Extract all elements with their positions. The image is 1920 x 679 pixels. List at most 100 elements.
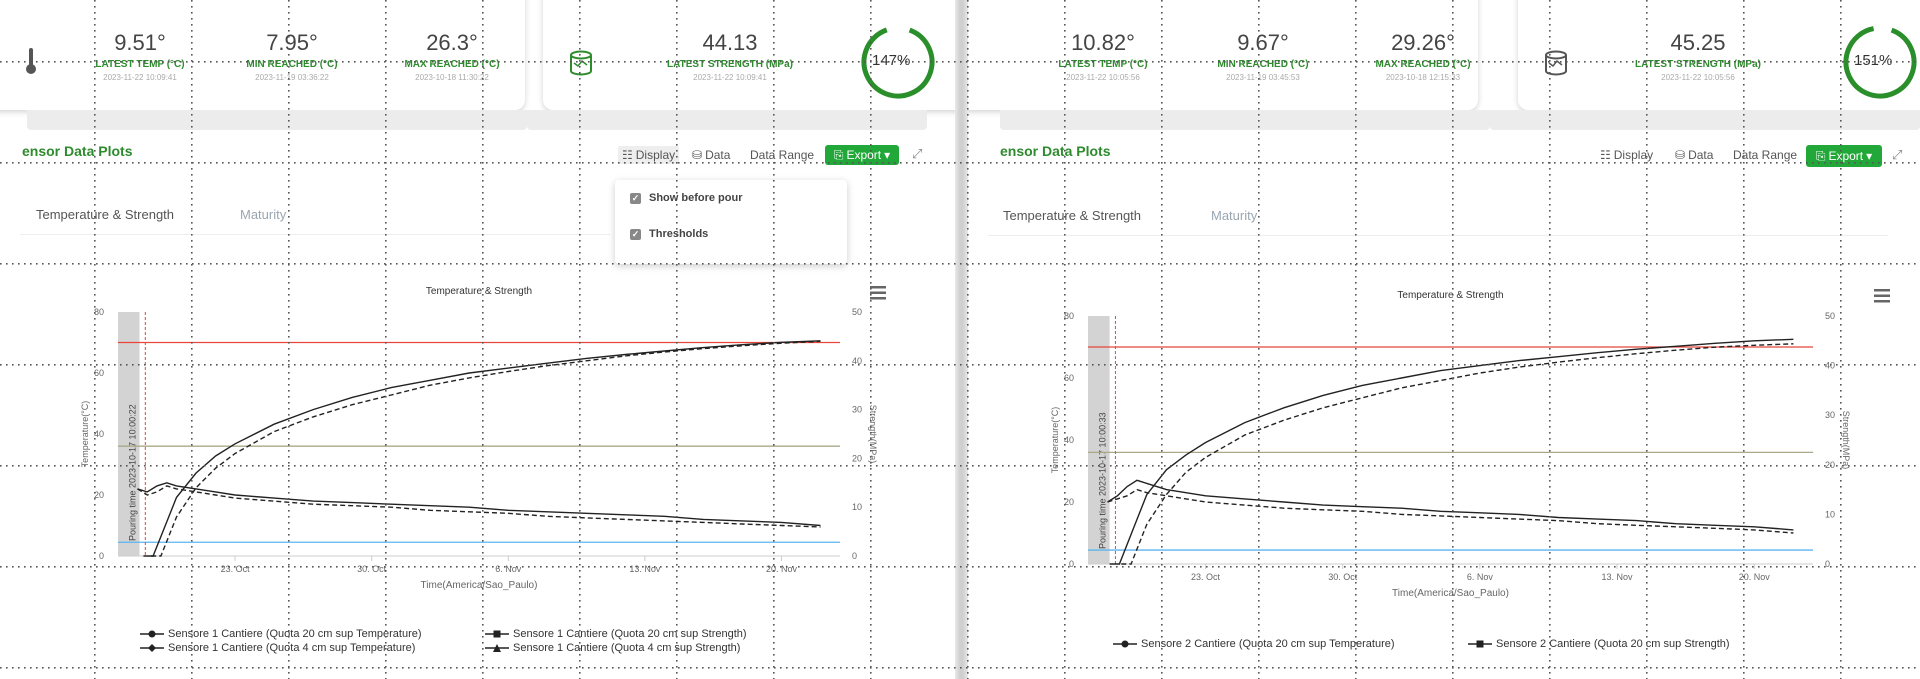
stat-value: 9.51° [114,30,166,55]
dashboard-panel-right: 10.82° LATEST TEMP (°C) 2023-11-22 10:05… [968,0,1920,679]
x-tick-label: 23. Oct [1191,572,1221,582]
series-line [1109,338,1794,565]
legend-item[interactable]: Sensore 1 Cantiere (Quota 4 cm sup Tempe… [140,642,415,654]
latest-temp-stat: 9.51° LATEST TEMP (°C) 2023-11-22 10:09:… [70,30,210,82]
stat-value: 9.67° [1237,30,1289,55]
series-line [1107,479,1794,531]
stat-value: 10.82° [1071,30,1135,55]
x-tick-label: 13. Nov [629,564,661,574]
y2-axis-label: Strength(MPa) [868,405,878,464]
data-button[interactable]: ⛁ Data [692,148,731,162]
series-line [137,482,821,527]
legend-item[interactable]: Sensore 2 Cantiere (Quota 20 cm sup Temp… [1113,638,1395,650]
tab-temperature-strength[interactable]: Temperature & Strength [1003,208,1142,223]
stat-value: 29.26° [1391,30,1455,55]
y-tick-label: 80 [94,307,104,317]
data-range-button[interactable]: Data Range [1733,148,1798,162]
min-reached-stat: 7.95° MIN REACHED (°C) 2023-11-19 03:36:… [222,30,362,82]
card-footer-bar [1490,110,1920,130]
data-button[interactable]: ⛁ Data [1675,148,1714,162]
stat-timestamp: 2023-11-22 10:09:41 [693,73,767,82]
export-icon: ⎘ [1815,148,1826,163]
series-line [151,340,821,557]
x-tick-label: 20. Nov [1739,572,1771,582]
stat-label: LATEST STRENGTH (MPa) [667,59,793,70]
x-axis-label: Time(America/Sao_Paulo) [1392,588,1509,599]
y2-axis-label: Strength(MPa) [1841,411,1851,470]
stat-value: 26.3° [426,30,478,55]
x-tick-label: 20. Nov [766,564,798,574]
stat-label: MIN REACHED (°C) [246,59,338,70]
show-before-pour-option[interactable]: ✓ Show before pour [630,192,743,204]
y-tick-label: 80 [1064,311,1074,321]
chart-legend: Sensore 1 Cantiere (Quota 20 cm sup Temp… [0,624,955,674]
chart-title: Temperature & Strength [426,286,532,297]
max-reached-stat: 29.26° MAX REACHED (°C) 2023-10-18 12:15… [1353,30,1493,82]
x-tick-label: 6. Nov [1467,572,1494,582]
sliders-icon: ☷ [622,148,633,162]
legend-item[interactable]: Sensore 2 Cantiere (Quota 20 cm sup Stre… [1468,638,1730,650]
dashboard-panel-left: 9.51° LATEST TEMP (°C) 2023-11-22 10:09:… [0,0,955,679]
legend-item[interactable]: Sensore 1 Cantiere (Quota 4 cm sup Stren… [485,642,740,654]
y2-tick-label: 30 [852,405,862,415]
legend-item[interactable]: Sensore 1 Cantiere (Quota 20 cm sup Stre… [485,628,747,640]
x-tick-label: 23. Oct [221,564,251,574]
y-axis-label: Temperature(°C) [80,401,90,468]
display-button[interactable]: ☷ Display [618,146,680,164]
strength-gauge: 147% [858,22,938,102]
caret-down-icon: ▾ [1866,149,1873,163]
y2-tick-label: 50 [852,307,862,317]
stat-timestamp: 2023-11-19 03:45:53 [1226,73,1300,82]
y-tick-label: 0 [1069,559,1074,569]
checkbox-checked-icon[interactable]: ✓ [630,228,641,240]
stat-label: LATEST TEMP (°C) [95,59,185,70]
stat-timestamp: 2023-11-22 10:05:56 [1661,73,1735,82]
tab-maturity[interactable]: Maturity [1211,208,1258,223]
x-tick-label: 6. Nov [495,564,522,574]
y2-tick-label: 10 [1825,509,1835,519]
y2-tick-label: 20 [852,453,862,463]
export-button[interactable]: ⎘ Export ▾ [825,145,899,165]
checkbox-checked-icon[interactable]: ✓ [630,192,641,204]
pouring-time-label: Pouring time 2023-10-17 10:00:22 [127,404,137,541]
thresholds-option[interactable]: ✓ Thresholds [630,228,709,240]
stat-label: LATEST TEMP (°C) [1058,59,1148,70]
y2-tick-label: 10 [852,502,862,512]
stat-label: MIN REACHED (°C) [1217,59,1309,70]
data-range-button[interactable]: Data Range [750,148,815,162]
card-footer-bar [27,110,527,130]
y-tick-label: 40 [1064,435,1074,445]
tab-divider [988,235,1888,236]
y2-tick-label: 40 [1825,361,1835,371]
stat-value: 7.95° [266,30,318,55]
database-icon: ⛁ [692,148,703,162]
section-title: ensor Data Plots [1000,143,1111,159]
expand-icon[interactable]: ⤢ [912,146,923,161]
tab-maturity[interactable]: Maturity [240,207,287,222]
y2-tick-label: 40 [852,356,862,366]
latest-temp-stat: 10.82° LATEST TEMP (°C) 2023-11-22 10:05… [1033,30,1173,82]
export-icon: ⎘ [833,147,844,162]
panel-divider [955,0,968,679]
stat-label: MAX REACHED (°C) [1375,59,1471,70]
database-icon: ⛁ [1675,148,1686,162]
chart-title: Temperature & Strength [1397,290,1503,301]
strength-cylinder-icon [568,50,594,81]
display-button[interactable]: ☷ Display [1600,148,1654,162]
tab-divider [20,234,610,235]
export-button[interactable]: ⎘ Export ▾ [1806,145,1882,167]
legend-item[interactable]: Sensore 1 Cantiere (Quota 20 cm sup Temp… [140,628,422,640]
stat-value: 45.25 [1670,30,1726,55]
stat-label: MAX REACHED (°C) [404,59,500,70]
x-tick-label: 13. Nov [1602,572,1634,582]
gauge-percent: 151% [1854,52,1893,69]
x-axis-label: Time(America/Sao_Paulo) [421,580,538,591]
x-tick-label: 30. Oct [357,564,387,574]
x-tick-label: 30. Oct [1328,572,1358,582]
pouring-time-label: Pouring time 2023-10-17 10:00:33 [1098,412,1108,549]
expand-icon[interactable]: ⤢ [1892,147,1903,162]
chart-legend: Sensore 2 Cantiere (Quota 20 cm sup Temp… [968,634,1920,664]
y-tick-label: 60 [1064,373,1074,383]
y2-tick-label: 0 [1825,559,1830,569]
tab-temperature-strength[interactable]: Temperature & Strength [36,207,175,222]
